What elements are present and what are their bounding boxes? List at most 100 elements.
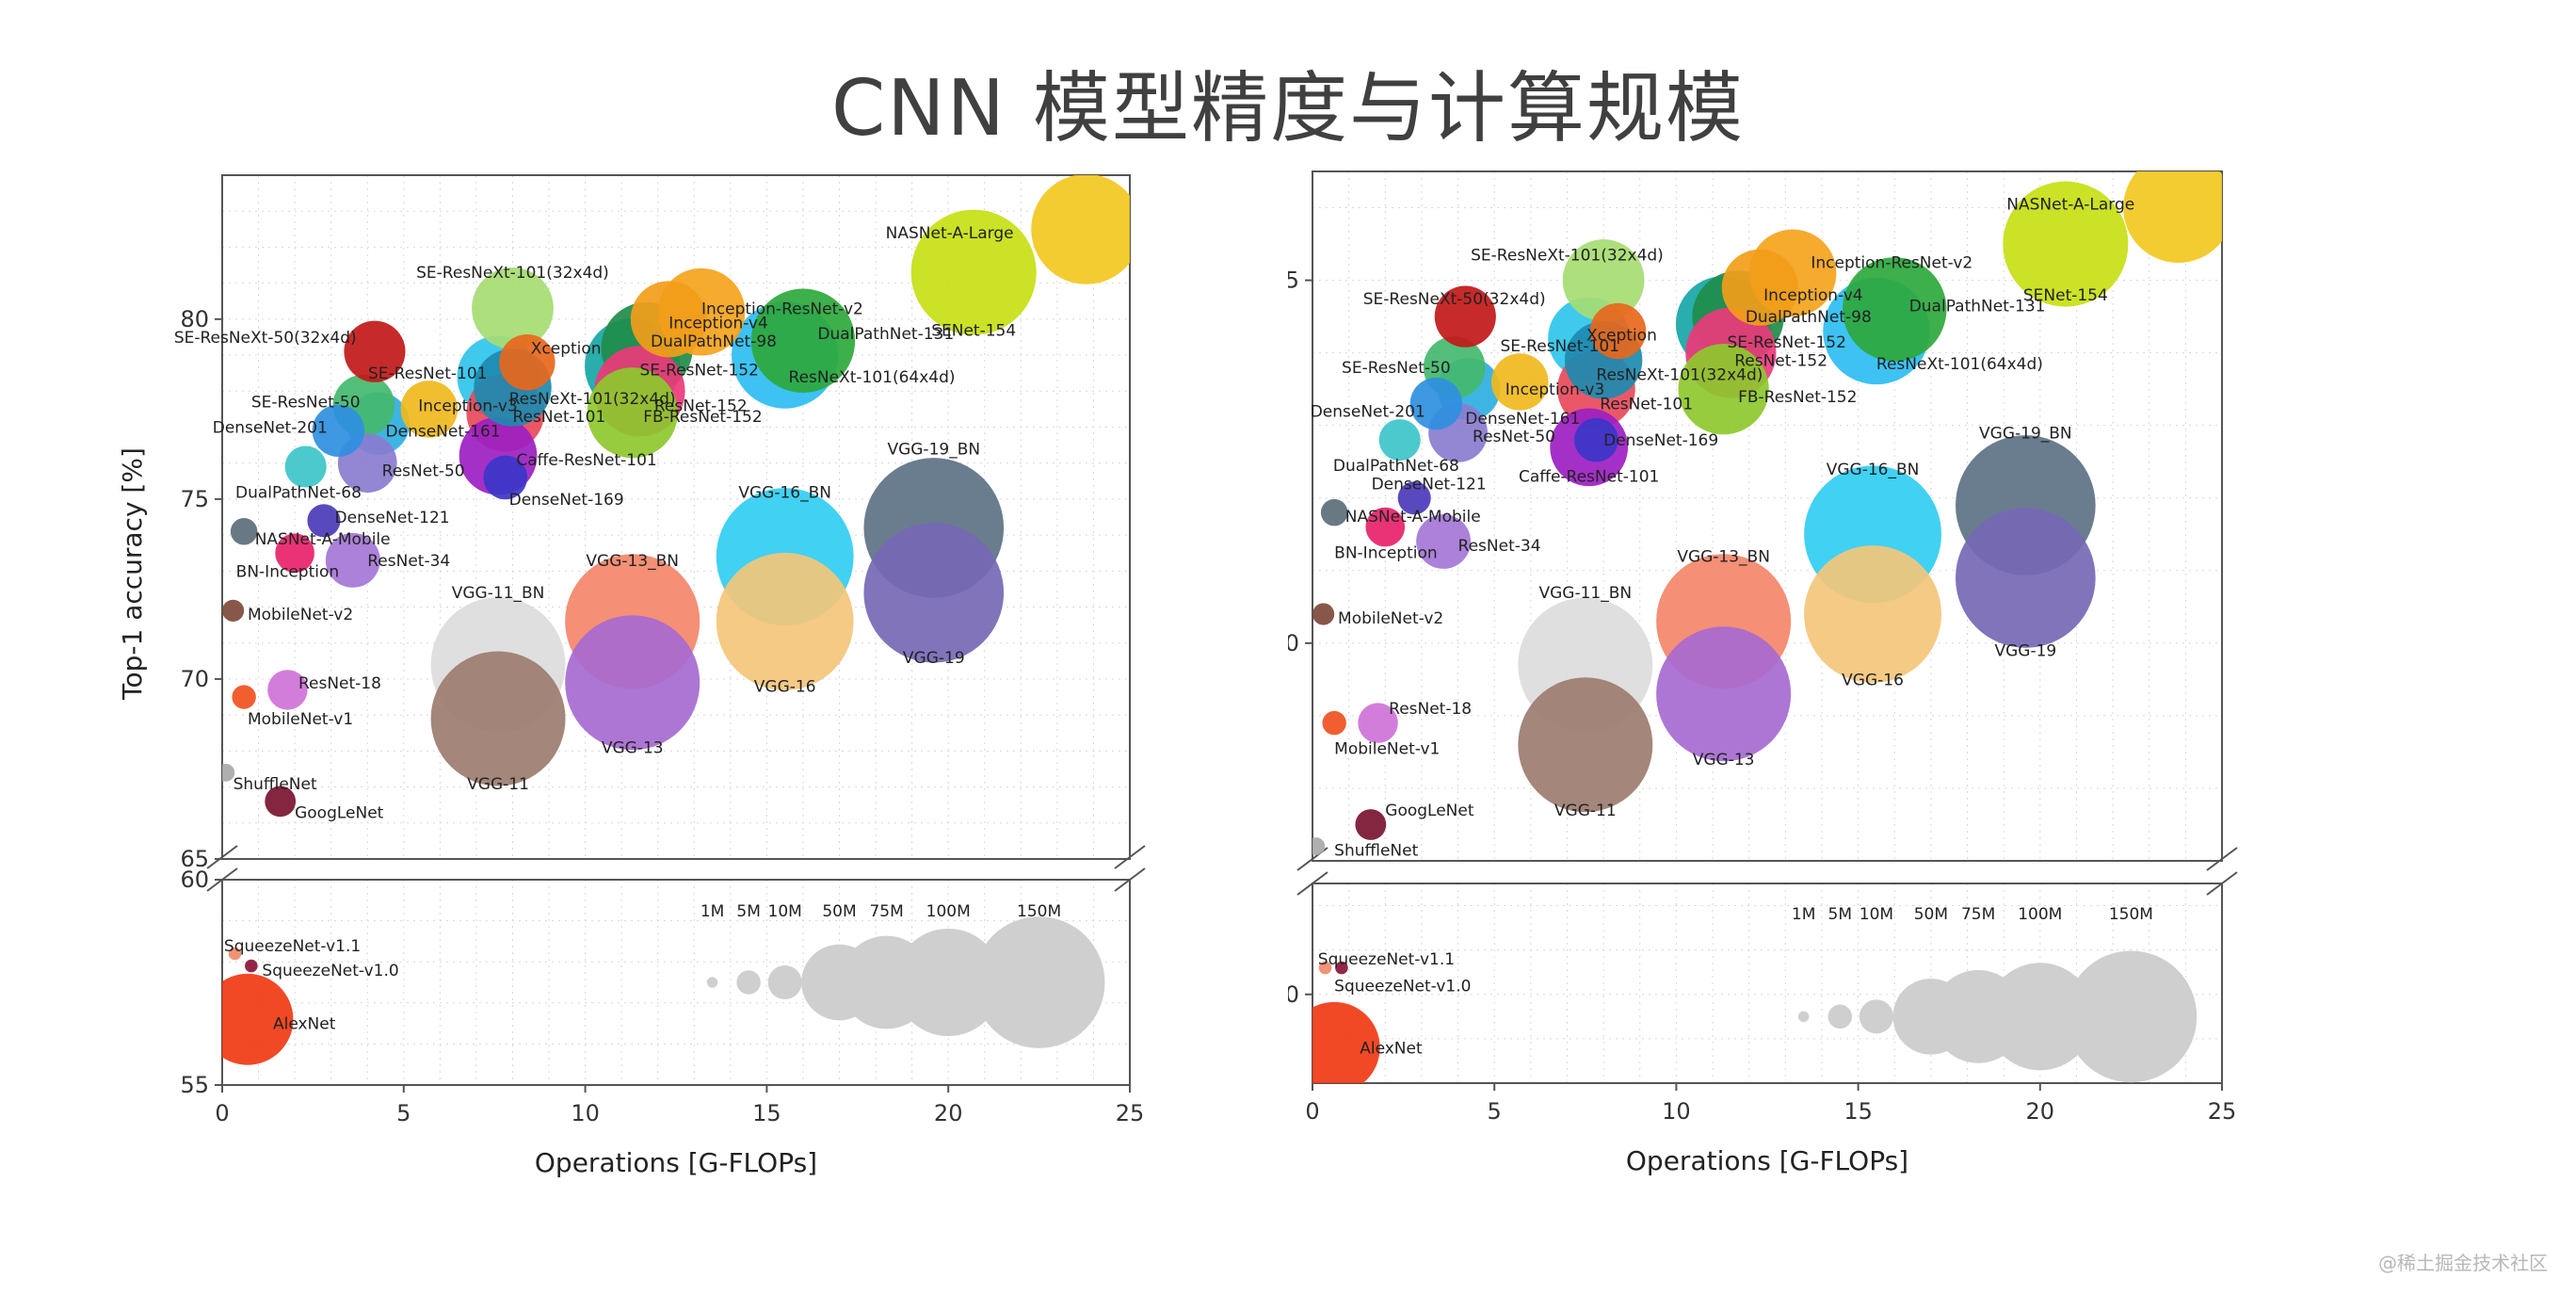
- y-tick-label: 60: [180, 867, 209, 893]
- y-tick-label: 65: [180, 846, 209, 872]
- legend-label-10m: 10M: [1860, 905, 1893, 924]
- point-resnet-18: [267, 670, 308, 710]
- point-label-caffe-resnet-101: Caffe-ResNet-101: [516, 451, 656, 470]
- point-label-se-resnet-152: SE-ResNet-152: [639, 361, 758, 380]
- point-label-nasnet-a-large: NASNet-A-Large: [886, 224, 1014, 243]
- x-tick-label: 25: [1116, 1100, 1145, 1126]
- point-nasnet-a-large: [1031, 175, 1130, 284]
- y-tick-label: 95: [1288, 267, 1299, 294]
- point-label-se-resnext-101-32x4d: SE-ResNeXt-101(32x4d): [1471, 247, 1664, 266]
- point-label-vgg-11: VGG-11: [467, 775, 529, 794]
- frame-upper: [221, 174, 1131, 860]
- y-tick-label: 55: [180, 1072, 209, 1098]
- point-label-densenet-169: DenseNet-169: [509, 491, 624, 510]
- point-label-senet-154: SENet-154: [931, 321, 1016, 340]
- point-mobilenet-v2: [1312, 603, 1335, 625]
- point-resnet-34: [1416, 514, 1472, 569]
- legend-bubble-10m: [1859, 999, 1893, 1034]
- x-tick-label: 10: [571, 1100, 600, 1126]
- point-nasnet-a-large: [2123, 171, 2222, 263]
- point-resnet-18: [1358, 703, 1398, 743]
- point-label-resnet-18: ResNet-18: [298, 674, 381, 693]
- point-label-bn-inception: BN-Inception: [1334, 544, 1437, 563]
- point-label-resnet-152: ResNet-152: [654, 397, 748, 416]
- legend-bubble-100m: [1986, 963, 2094, 1071]
- x-tick-label: 20: [2026, 1098, 2055, 1125]
- point-vgg-19: [1956, 508, 2096, 648]
- point-bn-inception: [275, 533, 314, 574]
- point-mobilenet-v2: [222, 599, 245, 622]
- point-googlenet: [1355, 809, 1387, 840]
- legend-label-5m: 5M: [1828, 905, 1852, 924]
- axis-break-mark: [2206, 871, 2238, 896]
- point-label-vgg-13: VGG-13: [602, 739, 664, 758]
- point-label-vgg-19: VGG-19: [1994, 642, 2056, 661]
- point-label-shufflenet: ShuffleNet: [233, 775, 317, 794]
- point-mobilenet-v1: [232, 685, 256, 709]
- legend-label-50m: 50M: [1914, 905, 1948, 924]
- point-label-resnet-101: ResNet-101: [1600, 396, 1693, 414]
- point-densenet-201: [312, 404, 365, 458]
- point-inception-v4: [630, 281, 707, 358]
- point-label-alexnet: AlexNet: [273, 1015, 336, 1034]
- point-label-dualpathnet-68: DualPathNet-68: [235, 483, 362, 502]
- point-shufflenet: [222, 763, 235, 782]
- point-label-nasnet-a-mobile: NASNet-A-Mobile: [255, 530, 391, 549]
- point-label-densenet-201: DenseNet-201: [1311, 402, 1425, 421]
- point-senet-154: [910, 209, 1037, 335]
- legend-label-100m: 100M: [2018, 905, 2062, 924]
- x-tick-label: 5: [396, 1100, 411, 1126]
- point-se-resnext-50-32x4d: [1434, 285, 1496, 348]
- point-xception: [499, 334, 555, 391]
- point-vgg-11: [1518, 677, 1653, 813]
- point-label-vgg-13: VGG-13: [1693, 751, 1755, 770]
- point-label-vgg-19-bn: VGG-19_BN: [887, 440, 980, 459]
- point-label-nasnet-a-large: NASNet-A-Large: [2006, 196, 2134, 215]
- point-label-densenet-161: DenseNet-161: [1465, 410, 1580, 429]
- point-fb-resnet-152: [1678, 344, 1769, 435]
- point-label-senet-154: SENet-154: [2023, 286, 2108, 305]
- legend-label-75m: 75M: [1961, 905, 1995, 924]
- legend-label-75m: 75M: [869, 902, 903, 921]
- grid: [221, 174, 1131, 1086]
- point-label-densenet-201: DenseNet-201: [213, 418, 328, 437]
- point-label-inception-v3: Inception-v3: [1505, 381, 1605, 399]
- points-upper: [1312, 171, 2222, 855]
- point-label-dualpathnet-68: DualPathNet-68: [1333, 457, 1459, 476]
- axis-break-mark: [2206, 847, 2238, 871]
- point-label-vgg-11: VGG-11: [1554, 802, 1617, 820]
- point-xception: [1589, 302, 1647, 360]
- point-label-inception-resnet-v2: Inception-ResNet-v2: [701, 300, 863, 318]
- point-vgg-19: [863, 522, 1005, 663]
- point-se-resnext-50-32x4d: [344, 320, 406, 382]
- point-label-vgg-19-bn: VGG-19_BN: [1979, 424, 2072, 443]
- points-lower: [1312, 961, 1380, 1083]
- legend-bubble-150m: [973, 916, 1105, 1048]
- point-label-vgg-13-bn: VGG-13_BN: [586, 552, 679, 571]
- point-label-alexnet: AlexNet: [1360, 1039, 1423, 1058]
- y-axis-label: Top-1 accuracy [%]: [117, 447, 148, 701]
- point-googlenet: [265, 786, 297, 818]
- size-legend: 1M 5M 10M 50M 75M 100M 150M: [700, 902, 1105, 1048]
- point-nasnet-a-mobile: [1320, 498, 1348, 526]
- point-label-se-resnext-50-32x4d: SE-ResNeXt-50(32x4d): [1363, 290, 1546, 309]
- point-inception-v3: [1491, 353, 1549, 411]
- point-label-vgg-13-bn: VGG-13_BN: [1677, 547, 1770, 566]
- point-label-resnet-18: ResNet-18: [1389, 700, 1472, 719]
- legend-bubble-100m: [894, 928, 1003, 1037]
- point-label-resnet-34: ResNet-34: [1458, 537, 1541, 556]
- point-label-se-resnet-101: SE-ResNet-101: [1501, 337, 1619, 356]
- top5-chart: 0510152025909580Operations [G-FLOPs]Top-…: [1288, 170, 2239, 1176]
- point-label-se-resnet-50: SE-ResNet-50: [251, 394, 361, 413]
- points-upper: [222, 175, 1130, 818]
- point-label-densenet-121: DenseNet-121: [335, 509, 450, 527]
- frame-upper: [1312, 170, 2223, 862]
- point-bn-inception: [1365, 507, 1406, 547]
- point-dualpathnet-131: [1843, 257, 1947, 362]
- point-label-inception-v4: Inception-v4: [1763, 286, 1863, 305]
- point-label-googlenet: GoogLeNet: [1385, 802, 1474, 820]
- legend-bubble-1m: [1797, 1011, 1810, 1023]
- x-tick-label: 25: [2208, 1098, 2237, 1125]
- legend-label-5m: 5M: [736, 902, 760, 921]
- y-tick-label: 80: [1288, 981, 1299, 1008]
